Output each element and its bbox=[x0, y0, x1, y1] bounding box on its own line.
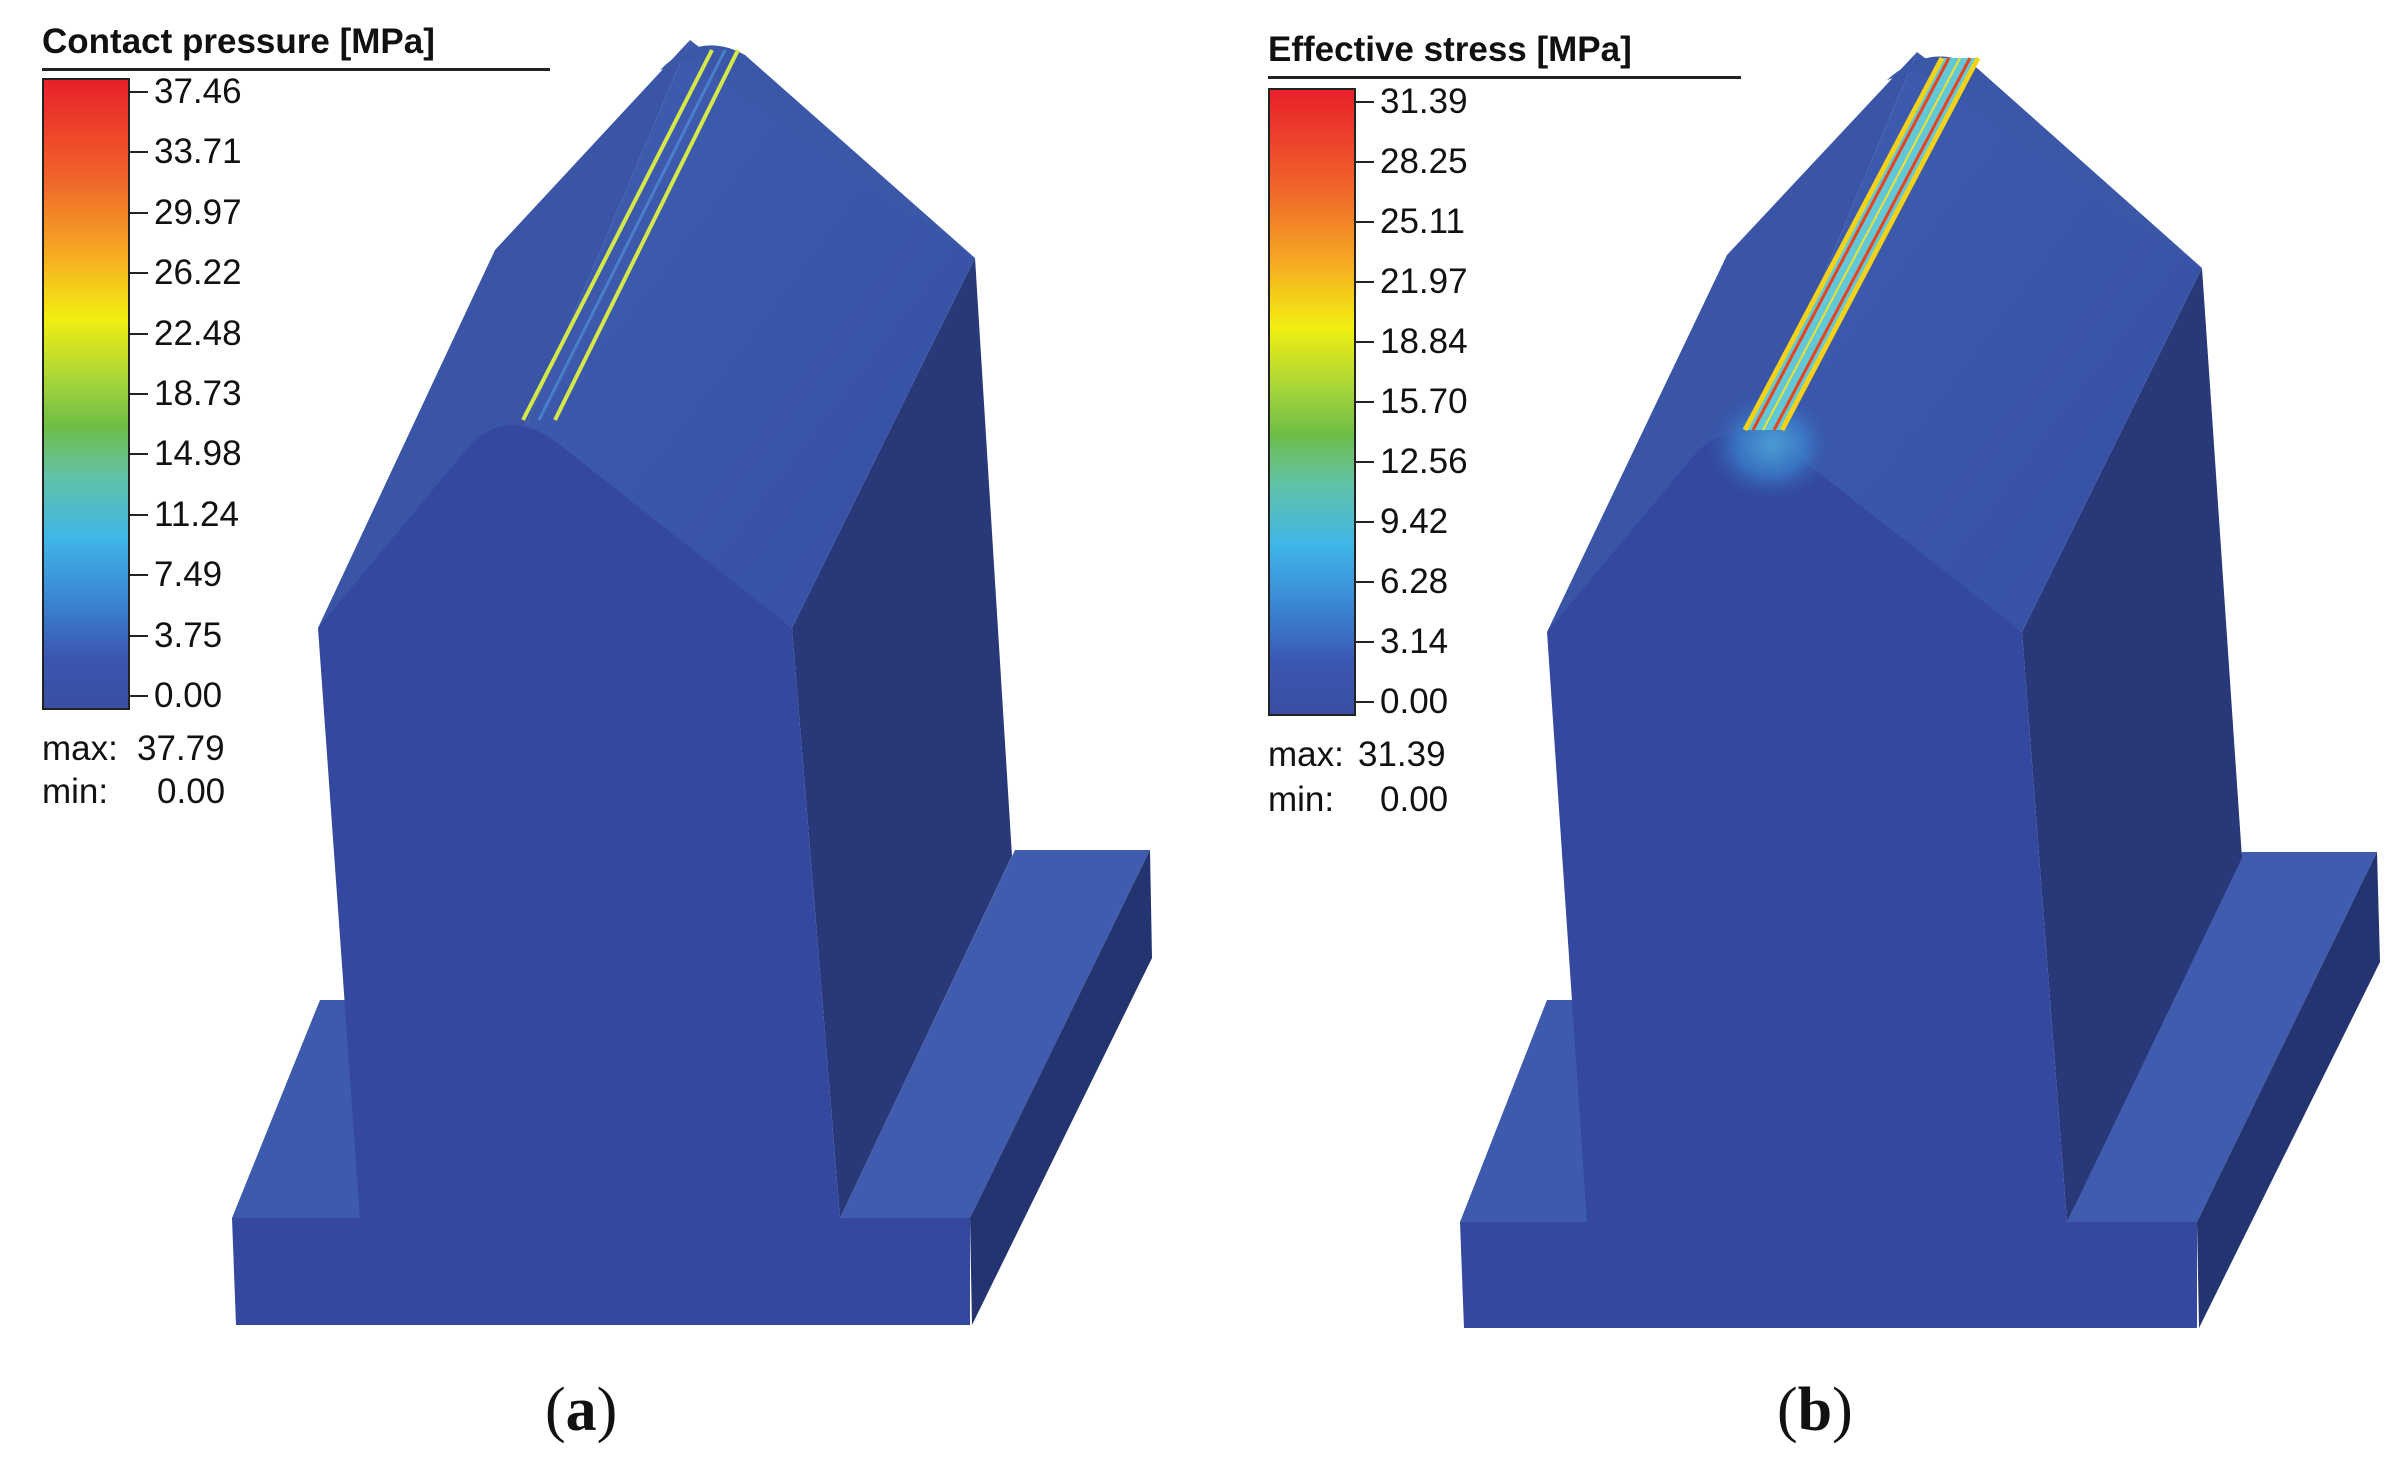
colorbar-tick bbox=[1356, 401, 1374, 403]
base-right-top bbox=[2067, 852, 2377, 1222]
max-value: 37.79 bbox=[137, 729, 225, 768]
colorbar-tick bbox=[130, 91, 148, 93]
colorbar bbox=[1268, 88, 1356, 716]
colorbar-tick-label: 7.49 bbox=[154, 555, 223, 595]
colorbar-tick bbox=[1356, 101, 1374, 103]
colorbar-tick-label: 25.11 bbox=[1380, 202, 1465, 241]
max-readout: max: 31.39 bbox=[1268, 735, 1446, 775]
tower-front-face bbox=[1547, 431, 2067, 1222]
effective-stress-model bbox=[1460, 52, 2380, 1328]
colorbar-tick bbox=[130, 574, 148, 577]
base-left-top bbox=[232, 1000, 360, 1218]
contact-pressure-model bbox=[232, 40, 1152, 1325]
colorbar-tick-label: 3.14 bbox=[1380, 622, 1449, 661]
max-readout: max: 37.79 bbox=[42, 729, 225, 769]
min-value: 0.00 bbox=[157, 772, 226, 811]
max-label: max: bbox=[1268, 735, 1344, 774]
colorbar-tick bbox=[1356, 161, 1374, 163]
colorbar-tick-label: 33.71 bbox=[154, 132, 242, 172]
colorbar-tick bbox=[130, 151, 148, 154]
contact-stripe-right bbox=[553, 49, 740, 421]
stress-edge-left-outer bbox=[1742, 56, 1945, 432]
tower-front-face bbox=[318, 425, 840, 1218]
min-value: 0.00 bbox=[1380, 780, 1449, 819]
roof-left-slope bbox=[318, 40, 690, 628]
colorbar-tick-label: 6.28 bbox=[1380, 562, 1449, 601]
caption-letter: b bbox=[1797, 1376, 1833, 1444]
colorbar-tick-label: 15.70 bbox=[1380, 382, 1468, 421]
roof-left-slope bbox=[1547, 52, 1917, 632]
caption-letter: a bbox=[565, 1376, 597, 1444]
colorbar-tick bbox=[1356, 581, 1374, 583]
colorbar-tick-label: 18.84 bbox=[1380, 322, 1468, 361]
colorbar-tick bbox=[130, 513, 148, 516]
min-label: min: bbox=[42, 772, 109, 811]
colorbar-tick-label: 22.48 bbox=[154, 313, 242, 353]
colorbar-tick bbox=[130, 332, 148, 335]
colorbar-tick-label: 28.25 bbox=[1380, 142, 1468, 181]
panel-b: Effective stress [MPa] max: 31.39 min: 0… bbox=[1197, 0, 2393, 1473]
panel-a: Contact pressure [MPa] max: 37.79 min: 0… bbox=[0, 0, 1196, 1473]
contact-stripe-mid bbox=[537, 49, 727, 421]
colorbar-tick bbox=[130, 453, 148, 456]
stress-edge-right-outer bbox=[1779, 56, 1981, 432]
min-label: min: bbox=[1268, 780, 1335, 819]
colorbar-tick bbox=[1356, 281, 1374, 283]
colorbar-tick-label: 37.46 bbox=[154, 72, 242, 111]
colorbar-tick bbox=[1356, 641, 1374, 643]
colorbar bbox=[42, 78, 130, 710]
colorbar-tick-label: 12.56 bbox=[1380, 442, 1468, 481]
base-front bbox=[1460, 1222, 2197, 1328]
caption-a: (a) bbox=[545, 1376, 618, 1444]
colorbar-tick bbox=[130, 634, 148, 637]
colorbar-tick-label: 31.39 bbox=[1380, 82, 1468, 121]
min-readout: min: 0.00 bbox=[42, 772, 225, 812]
colorbar-tick bbox=[130, 211, 148, 214]
colorbar-tick-label: 29.97 bbox=[154, 192, 242, 232]
stress-edge-right-inner bbox=[1772, 57, 1972, 431]
colorbar-tick bbox=[1356, 521, 1374, 523]
colorbar-tick-label: 21.97 bbox=[1380, 262, 1468, 301]
base-right-top bbox=[840, 850, 1150, 1218]
max-value: 31.39 bbox=[1358, 735, 1446, 774]
colorbar-tick bbox=[1356, 221, 1374, 223]
stress-glow bbox=[1701, 385, 1841, 505]
colorbar-tick bbox=[1356, 341, 1374, 343]
caption-b: (b) bbox=[1777, 1376, 1853, 1444]
colorbar-tick-label: 18.73 bbox=[154, 374, 242, 413]
legend-title: Contact pressure [MPa] bbox=[42, 22, 550, 71]
tower-side-face bbox=[2022, 268, 2242, 1222]
colorbar-tick-label: 14.98 bbox=[154, 434, 242, 474]
colorbar-tick-label: 0.00 bbox=[1380, 682, 1449, 721]
colorbar-tick bbox=[130, 272, 148, 275]
tower-side-face bbox=[792, 258, 1012, 1218]
roof-right-slope bbox=[525, 40, 975, 628]
contact-stripe-left bbox=[521, 49, 714, 421]
colorbar-tick-label: 0.00 bbox=[154, 676, 223, 715]
colorbar-tick-label: 9.42 bbox=[1380, 502, 1449, 541]
min-readout: min: 0.00 bbox=[1268, 780, 1448, 820]
legend-title: Effective stress [MPa] bbox=[1268, 30, 1741, 79]
stress-edge-left-inner bbox=[1751, 57, 1951, 431]
base-front bbox=[232, 1218, 970, 1325]
base-side bbox=[970, 850, 1152, 1325]
colorbar-tick-label: 11.24 bbox=[154, 494, 239, 534]
colorbar-tick bbox=[130, 393, 148, 395]
colorbar-tick-label: 3.75 bbox=[154, 615, 223, 655]
colorbar-tick bbox=[1356, 461, 1374, 463]
base-side bbox=[2197, 852, 2380, 1328]
colorbar-tick bbox=[1356, 701, 1374, 703]
colorbar-tick-label: 26.22 bbox=[154, 253, 242, 293]
colorbar-tick bbox=[130, 695, 148, 697]
max-label: max: bbox=[42, 729, 118, 768]
stress-band-center bbox=[1762, 57, 1961, 431]
base-left-top bbox=[1460, 1000, 1587, 1222]
